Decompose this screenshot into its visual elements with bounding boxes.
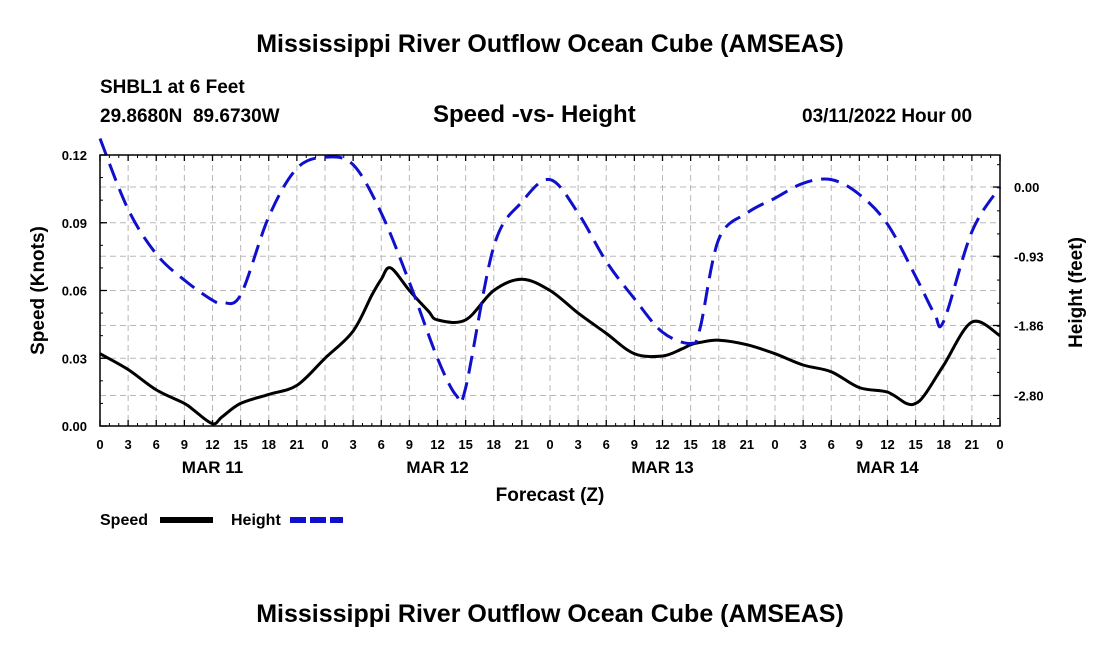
x-tick-label: 0 bbox=[546, 437, 553, 452]
y-axis-title: Speed (Knots) bbox=[28, 226, 49, 355]
x-tick-label: 9 bbox=[406, 437, 413, 452]
x-tick-label: 0 bbox=[771, 437, 778, 452]
speed-height-chart: 0 3 6 9 12 15 18 21 0 3 6 9 12 15 18 21 0 3 6 9 12 15 18 21 0 3 6 9… bbox=[28, 138, 1087, 529]
y-tick-label: 0.03 bbox=[62, 351, 87, 366]
axis-ticks: 0 3 6 9 12 15 18 21 0 3 6 9 12 15 18 21 0 3 6 9 12 15 18 21 0 3 6 9… bbox=[62, 148, 1044, 477]
x-tick-label: 6 bbox=[603, 437, 610, 452]
y-tick-label: 0.06 bbox=[62, 284, 87, 299]
x-tick-label: 18 bbox=[712, 437, 726, 452]
x-tick-label: 12 bbox=[880, 437, 894, 452]
x-tick-label: 12 bbox=[655, 437, 669, 452]
y-tick-label: 0.09 bbox=[62, 216, 87, 231]
footer-title: Mississippi River Outflow Ocean Cube (AM… bbox=[256, 600, 844, 628]
station-label: SHBL1 at 6 Feet bbox=[100, 77, 245, 98]
legend: Speed Height bbox=[100, 512, 343, 529]
y2-tick-label: 0.00 bbox=[1014, 180, 1039, 195]
x-tick-label: 18 bbox=[262, 437, 276, 452]
x-tick-label: 12 bbox=[430, 437, 444, 452]
y-tick-label: 0.12 bbox=[62, 148, 87, 163]
x-tick-label: 6 bbox=[153, 437, 160, 452]
x-tick-label: 15 bbox=[233, 437, 247, 452]
x-tick-label: 3 bbox=[800, 437, 807, 452]
series-lines bbox=[98, 138, 1002, 426]
legend-height-label: Height bbox=[231, 512, 281, 529]
x-tick-label: 6 bbox=[828, 437, 835, 452]
x-tick-label: 6 bbox=[378, 437, 385, 452]
x-tick-label: 0 bbox=[996, 437, 1003, 452]
x-tick-label: 12 bbox=[205, 437, 219, 452]
x-tick-label: 9 bbox=[856, 437, 863, 452]
y2-tick-label: -0.93 bbox=[1014, 249, 1044, 264]
y2-tick-label: -2.80 bbox=[1014, 388, 1044, 403]
x-tick-label: 15 bbox=[908, 437, 922, 452]
x-tick-label: 18 bbox=[937, 437, 951, 452]
x-tick-label: 15 bbox=[683, 437, 697, 452]
grid-lines bbox=[100, 155, 1000, 426]
series-line-speed bbox=[99, 266, 1001, 426]
y2-tick-label: -1.86 bbox=[1014, 318, 1044, 333]
coordinates-label: 29.8680N 89.6730W bbox=[100, 106, 280, 127]
day-label: MAR 12 bbox=[406, 458, 468, 477]
x-axis-title: Forecast (Z) bbox=[496, 485, 605, 506]
forecast-datetime: 03/11/2022 Hour 00 bbox=[802, 106, 973, 127]
y2-axis-title: Height (feet) bbox=[1066, 237, 1087, 348]
day-label: MAR 11 bbox=[182, 458, 243, 477]
x-tick-label: 15 bbox=[458, 437, 472, 452]
x-tick-label: 9 bbox=[181, 437, 188, 452]
x-tick-label: 3 bbox=[575, 437, 582, 452]
x-tick-label: 18 bbox=[487, 437, 501, 452]
x-tick-label: 21 bbox=[965, 437, 979, 452]
x-tick-label: 3 bbox=[350, 437, 357, 452]
x-tick-label: 21 bbox=[740, 437, 754, 452]
chart-title: Speed -vs- Height bbox=[433, 101, 636, 128]
day-label: MAR 13 bbox=[631, 458, 693, 477]
day-label: MAR 14 bbox=[856, 458, 919, 477]
y-tick-label: 0.00 bbox=[62, 419, 87, 434]
main-title: Mississippi River Outflow Ocean Cube (AM… bbox=[256, 30, 844, 58]
legend-speed-label: Speed bbox=[100, 512, 148, 529]
x-tick-label: 0 bbox=[96, 437, 103, 452]
x-tick-label: 21 bbox=[290, 437, 304, 452]
series-line-height bbox=[98, 138, 1002, 405]
x-tick-label: 0 bbox=[321, 437, 328, 452]
x-tick-label: 9 bbox=[631, 437, 638, 452]
x-tick-label: 21 bbox=[515, 437, 529, 452]
plot-frame bbox=[99, 154, 1001, 427]
x-tick-label: 3 bbox=[125, 437, 132, 452]
